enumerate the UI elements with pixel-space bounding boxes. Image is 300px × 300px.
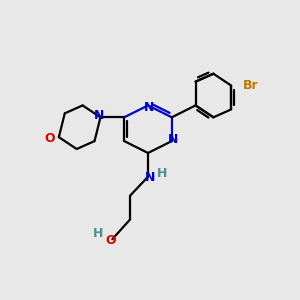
Text: N: N (145, 171, 155, 184)
Text: O: O (105, 234, 116, 247)
Text: N: N (94, 109, 105, 122)
Text: O: O (45, 132, 55, 145)
Text: N: N (168, 133, 178, 146)
Text: Br: Br (243, 79, 259, 92)
Text: H: H (93, 227, 104, 240)
Text: H: H (157, 167, 167, 180)
Text: N: N (144, 101, 154, 114)
